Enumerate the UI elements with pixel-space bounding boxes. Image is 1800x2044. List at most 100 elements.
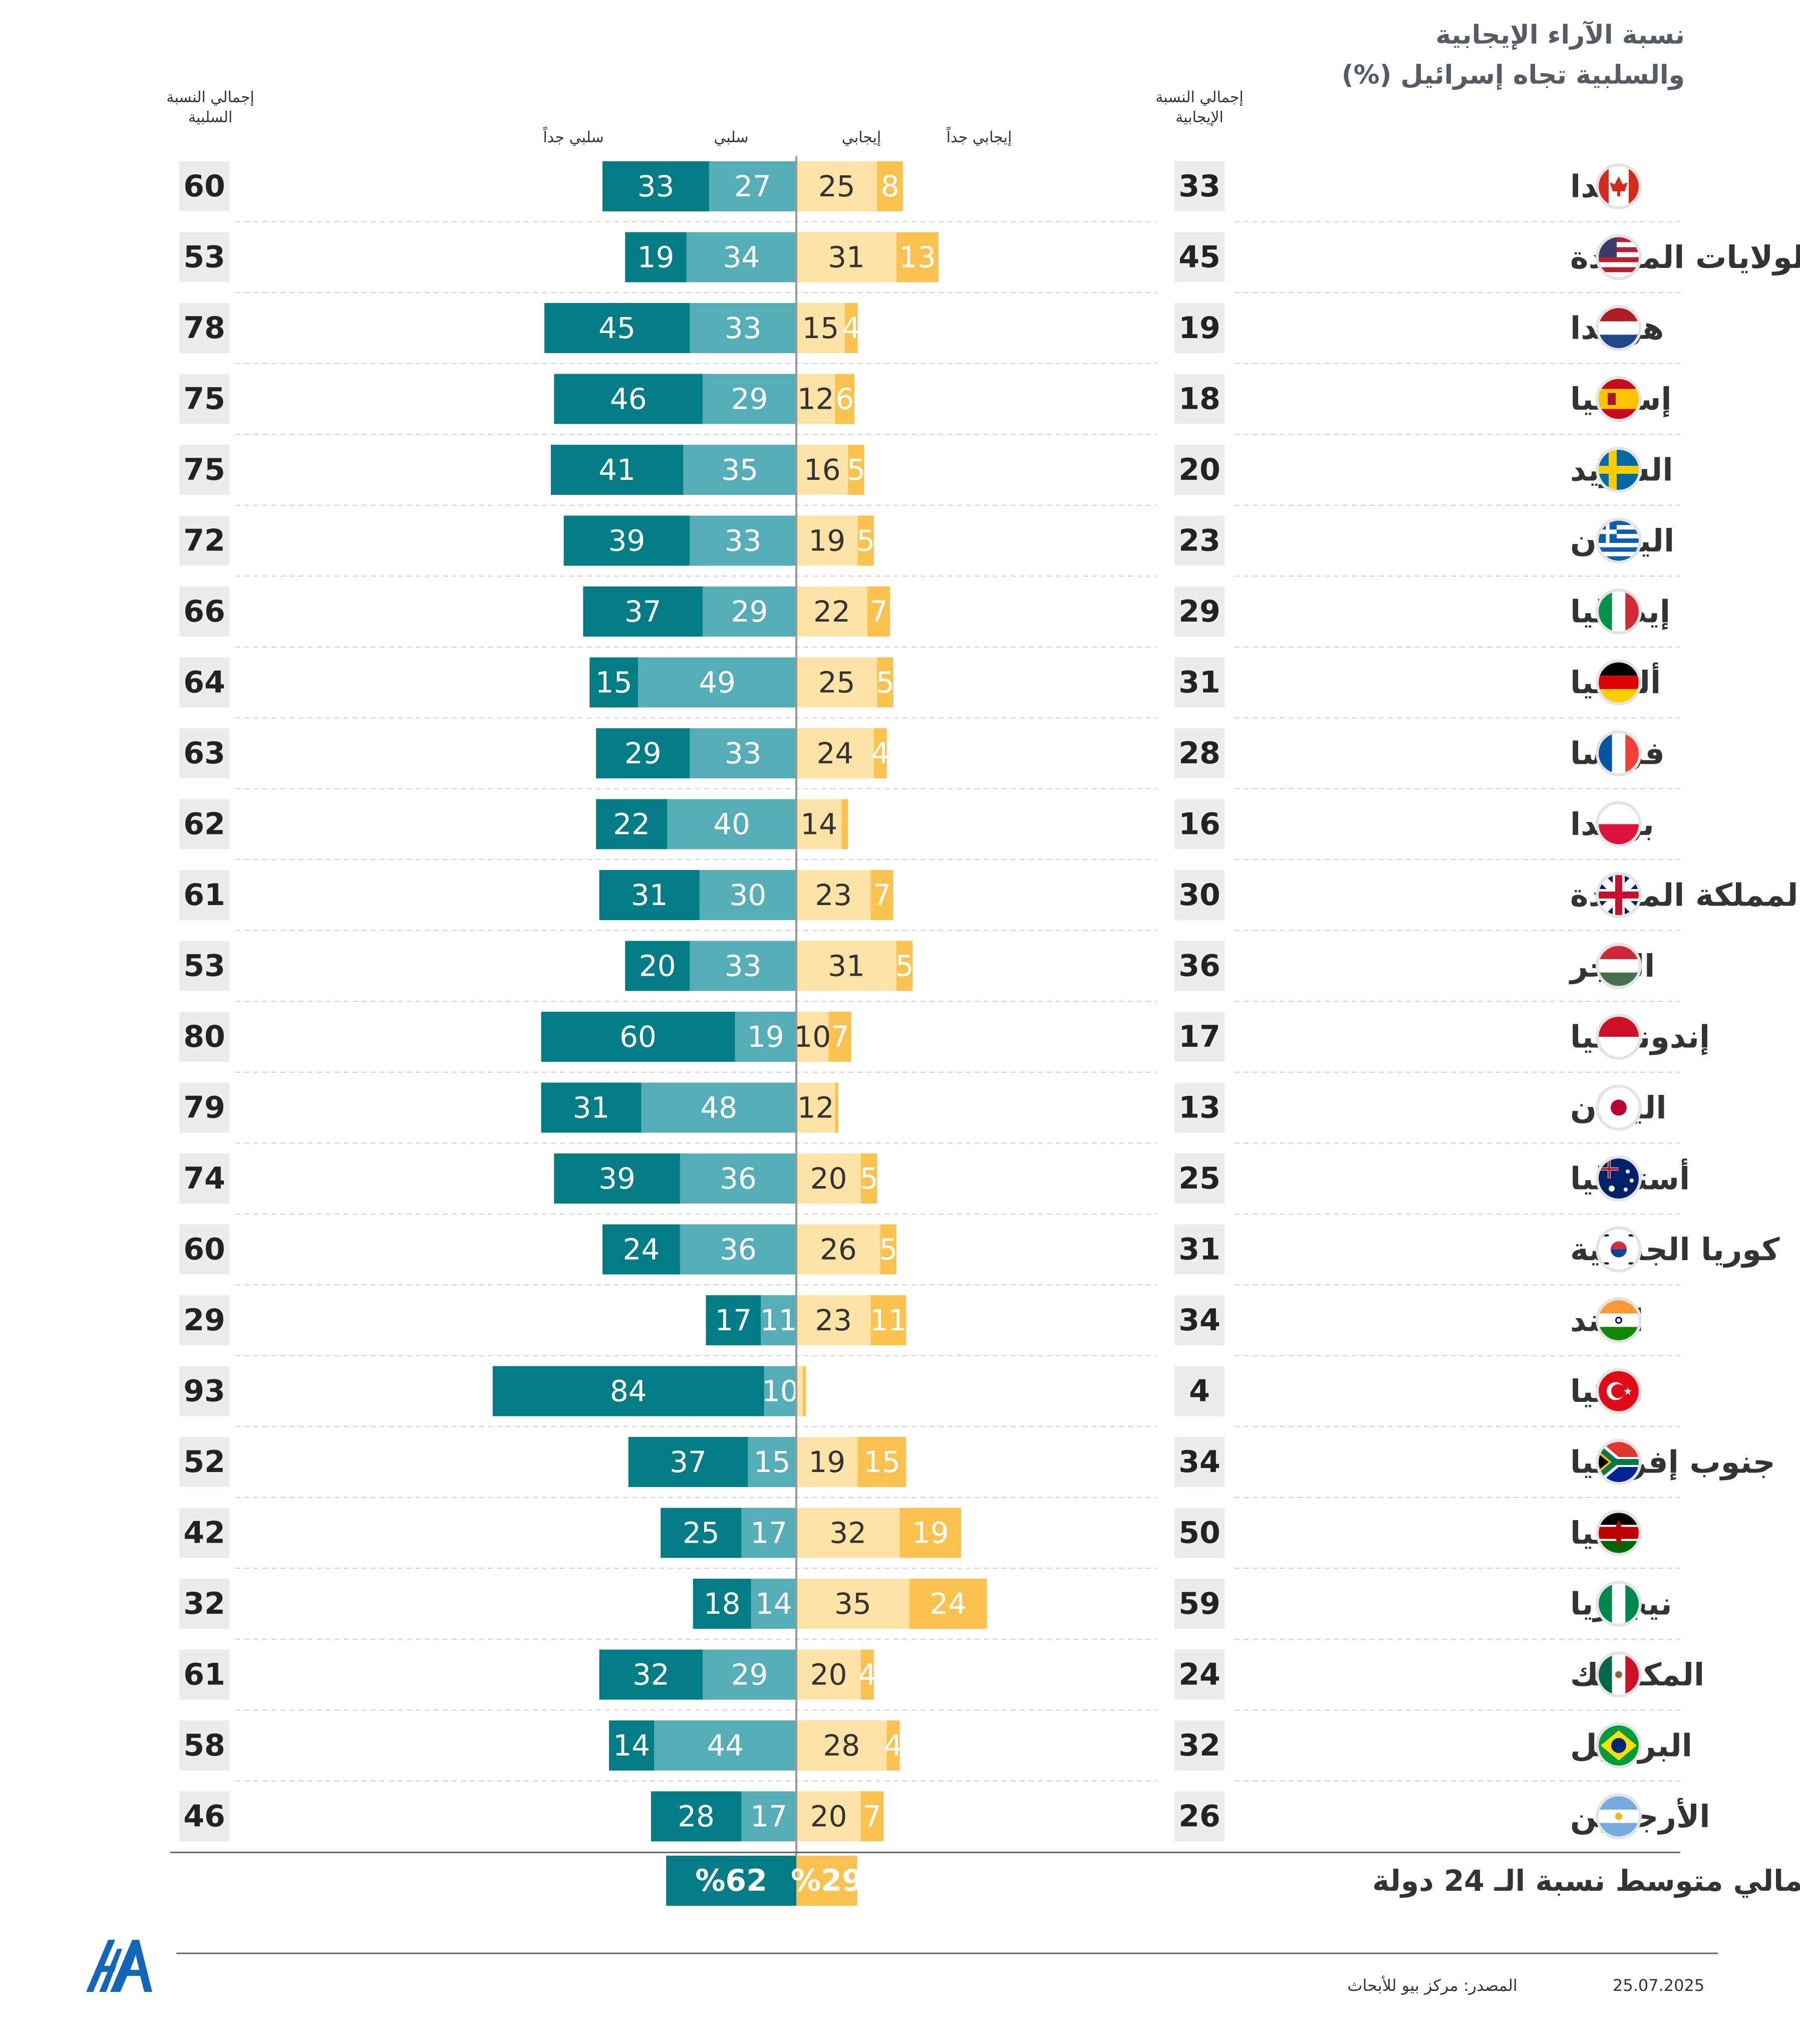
bar-very-negative	[550, 445, 684, 495]
bar-very-negative	[554, 1153, 680, 1204]
total-negative-label: 53	[183, 240, 225, 275]
bar-very-positive	[857, 515, 874, 566]
label-positive: 23	[815, 878, 852, 912]
bar-very-positive	[899, 1508, 961, 1558]
bar-very-negative	[599, 870, 700, 920]
label-very-positive: 8	[881, 169, 899, 203]
label-very-positive: 19	[912, 1516, 949, 1550]
bar-very-negative	[583, 587, 703, 637]
label-very-negative: 46	[610, 382, 647, 416]
bar-very-negative	[603, 161, 709, 211]
label-positive: 35	[834, 1587, 871, 1621]
total-positive-label: 23	[1178, 523, 1221, 558]
bar-very-negative	[544, 303, 690, 353]
label-very-positive: 7	[863, 1800, 881, 1834]
bar-negative	[699, 870, 796, 920]
label-very-negative: 20	[639, 949, 676, 983]
total-negative-label: 58	[183, 1728, 225, 1763]
header-very-negative: سلبي جداً	[543, 129, 604, 146]
title-line-2: والسلبية تجاه إسرائيل (%)	[1341, 60, 1685, 90]
label-very-positive: 4	[842, 311, 860, 345]
bar-very-positive	[877, 657, 893, 708]
label-positive: 12	[797, 382, 834, 416]
total-negative-label: 32	[183, 1586, 225, 1621]
flag-poland-icon	[1596, 801, 1642, 847]
bar-negative	[741, 1791, 796, 1842]
bar-very-negative	[541, 1012, 735, 1062]
flag-south-africa-icon	[1596, 1439, 1642, 1485]
total-positive-box	[1174, 515, 1225, 566]
total-negative-label: 62	[183, 807, 225, 842]
bar-positive	[796, 1224, 880, 1275]
bar-very-positive	[835, 1082, 838, 1133]
label-very-negative: 19	[638, 240, 675, 274]
label-positive: 28	[823, 1728, 860, 1763]
label-very-negative: 39	[608, 524, 645, 558]
bar-very-negative	[693, 1579, 751, 1629]
bar-very-negative	[492, 1366, 764, 1416]
bar-very-negative	[599, 1649, 703, 1700]
label-very-negative: 33	[638, 169, 675, 203]
total-positive-label: 34	[1178, 1444, 1221, 1480]
total-negative-label: 53	[183, 949, 225, 984]
label-very-positive: 6	[835, 382, 854, 416]
label-very-negative: 31	[573, 1091, 610, 1125]
total-negative-label: 61	[183, 1657, 225, 1692]
bar-negative	[702, 374, 796, 424]
bar-very-positive	[873, 728, 887, 778]
bar-negative	[690, 515, 796, 566]
total-positive-label: 31	[1178, 665, 1221, 700]
bar-very-positive	[828, 1012, 851, 1062]
total-positive-box	[1174, 161, 1225, 211]
flag-hungary-icon	[1596, 943, 1642, 989]
bar-negative	[680, 1224, 796, 1275]
bar-very-negative	[603, 1224, 680, 1275]
flag-canada-icon	[1596, 163, 1642, 209]
label-negative: 33	[725, 311, 762, 345]
label-very-negative: 15	[595, 666, 633, 700]
label-negative: 10	[762, 1374, 799, 1408]
total-negative-label: 60	[183, 169, 225, 204]
total-negative-label: 42	[183, 1516, 225, 1551]
flag-usa-icon	[1596, 234, 1642, 280]
total-positive-label: 31	[1178, 1232, 1221, 1267]
total-negative-box	[179, 587, 229, 637]
label-negative: 29	[731, 382, 768, 416]
total-negative-box	[179, 161, 229, 211]
label-very-positive: 13	[899, 240, 936, 274]
label-very-positive: 5	[847, 453, 865, 487]
label-very-negative: 84	[610, 1374, 647, 1408]
total-positive-label: 18	[1178, 382, 1221, 417]
bar-positive	[796, 1153, 861, 1204]
total-negative-box	[179, 1012, 229, 1062]
label-negative: 35	[721, 453, 758, 487]
bar-positive	[796, 374, 835, 424]
label-negative: 29	[731, 595, 768, 629]
average-row-label: إجمالي متوسط نسبة الـ 24 دولة	[1372, 1864, 1800, 1898]
label-very-negative: 41	[598, 453, 636, 487]
total-negative-box	[179, 657, 229, 708]
total-negative-box	[179, 1649, 229, 1700]
total-negative-box	[179, 1153, 229, 1204]
total-positive-box	[1174, 445, 1225, 495]
flag-spain-icon	[1596, 376, 1642, 422]
total-positive-box	[1174, 657, 1225, 708]
flag-germany-icon	[1596, 659, 1642, 706]
bar-negative	[690, 728, 796, 778]
total-positive-box	[1174, 1508, 1225, 1558]
total-positive-label: 50	[1178, 1516, 1221, 1551]
label-negative: 17	[750, 1800, 787, 1834]
total-positive-label: 59	[1178, 1586, 1221, 1621]
bar-very-positive	[861, 1791, 884, 1842]
label-positive: 20	[810, 1161, 847, 1196]
bar-very-negative	[625, 941, 690, 991]
flag-indonesia-icon	[1596, 1014, 1642, 1060]
bar-positive	[796, 1012, 829, 1062]
label-very-positive: 5	[895, 949, 914, 983]
total-positive-box	[1174, 799, 1225, 849]
label-positive: 19	[808, 1445, 845, 1479]
total-negative-box	[179, 1437, 229, 1487]
bar-positive	[796, 657, 877, 708]
flag-japan-icon	[1596, 1084, 1642, 1131]
label-very-positive: 4	[858, 1658, 876, 1692]
